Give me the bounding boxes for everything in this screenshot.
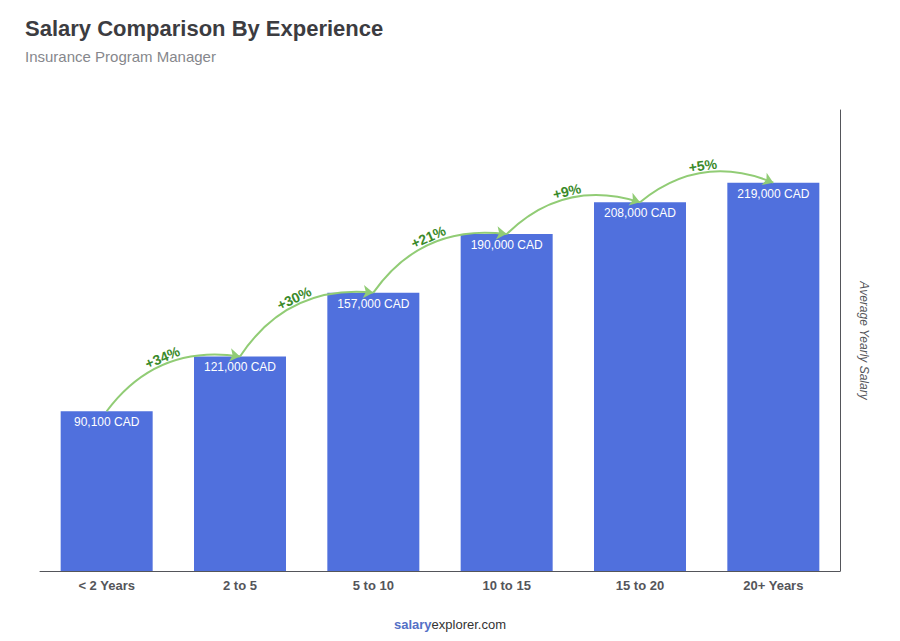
svg-text:Average Yearly Salary: Average Yearly Salary: [857, 280, 871, 400]
svg-text:+21%: +21%: [409, 222, 449, 251]
svg-text:10 to 15: 10 to 15: [482, 578, 530, 593]
svg-text:salary: salary: [394, 617, 432, 632]
svg-text:explorer.com: explorer.com: [432, 617, 506, 632]
svg-text:+34%: +34%: [143, 343, 183, 372]
svg-text:+9%: +9%: [551, 180, 583, 202]
svg-text:90,100 CAD: 90,100 CAD: [74, 415, 140, 429]
svg-text:+5%: +5%: [688, 155, 719, 175]
svg-text:Insurance Program Manager: Insurance Program Manager: [25, 48, 216, 65]
svg-text:121,000 CAD: 121,000 CAD: [204, 360, 276, 374]
svg-text:Salary Comparison By Experienc: Salary Comparison By Experience: [25, 16, 383, 41]
svg-text:20+ Years: 20+ Years: [743, 578, 803, 593]
svg-text:208,000 CAD: 208,000 CAD: [604, 206, 676, 220]
svg-text:2 to 5: 2 to 5: [223, 578, 257, 593]
svg-text:5 to 10: 5 to 10: [353, 578, 394, 593]
svg-text:190,000 CAD: 190,000 CAD: [471, 238, 543, 252]
svg-text:219,000 CAD: 219,000 CAD: [737, 187, 809, 201]
svg-text:157,000 CAD: 157,000 CAD: [337, 297, 409, 311]
svg-text:< 2 Years: < 2 Years: [78, 578, 135, 593]
svg-text:15 to 20: 15 to 20: [616, 578, 664, 593]
svg-text:+30%: +30%: [274, 283, 314, 313]
